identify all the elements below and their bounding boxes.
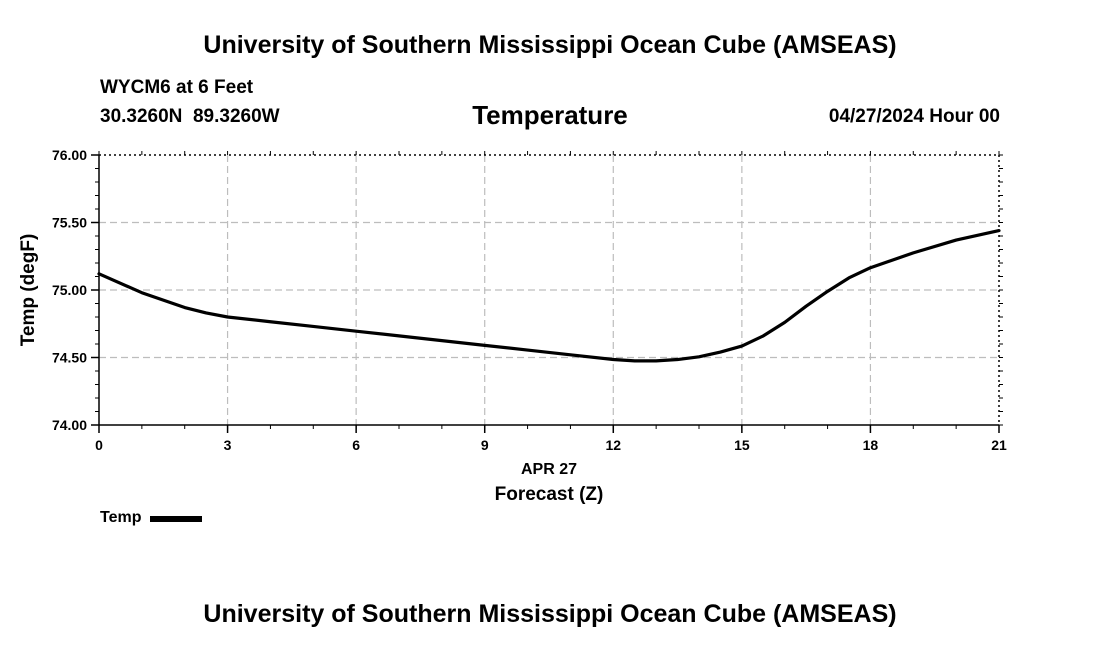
y-axis-label: Temp (degF) [18,234,39,347]
x-tick-label: 3 [224,437,232,453]
x-axis-date-label: APR 27 [521,461,577,478]
chart-title: University of Southern Mississippi Ocean… [203,31,897,59]
legend: Temp [100,509,203,527]
x-tick-label: 12 [605,437,621,453]
x-tick-label: 21 [991,437,1007,453]
legend-line-swatch [150,516,203,522]
y-tick-label: 76.00 [52,147,87,163]
y-tick-label: 74.50 [52,350,87,366]
y-tick-label: 75.50 [52,215,87,231]
y-tick-label: 74.00 [52,417,87,433]
temp-series-line [97,229,1001,363]
x-tick-label: 15 [734,437,750,453]
x-tick-label: 18 [863,437,879,453]
x-tick-label: 6 [352,437,360,453]
y-tick-label: 75.00 [52,282,87,298]
legend-label: Temp [100,509,142,526]
x-tick-label: 9 [481,437,489,453]
x-tick-label: 0 [95,437,103,453]
x-axis-label: Forecast (Z) [495,484,604,505]
variable-title: Temperature [472,100,628,130]
footer-title: University of Southern Mississippi Ocean… [203,600,897,628]
datetime-label: 04/27/2024 Hour 00 [828,106,1000,127]
station-label: WYCM6 at 6 Feet [100,77,254,98]
coordinates-label: 30.3260N 89.3260W [100,106,280,127]
